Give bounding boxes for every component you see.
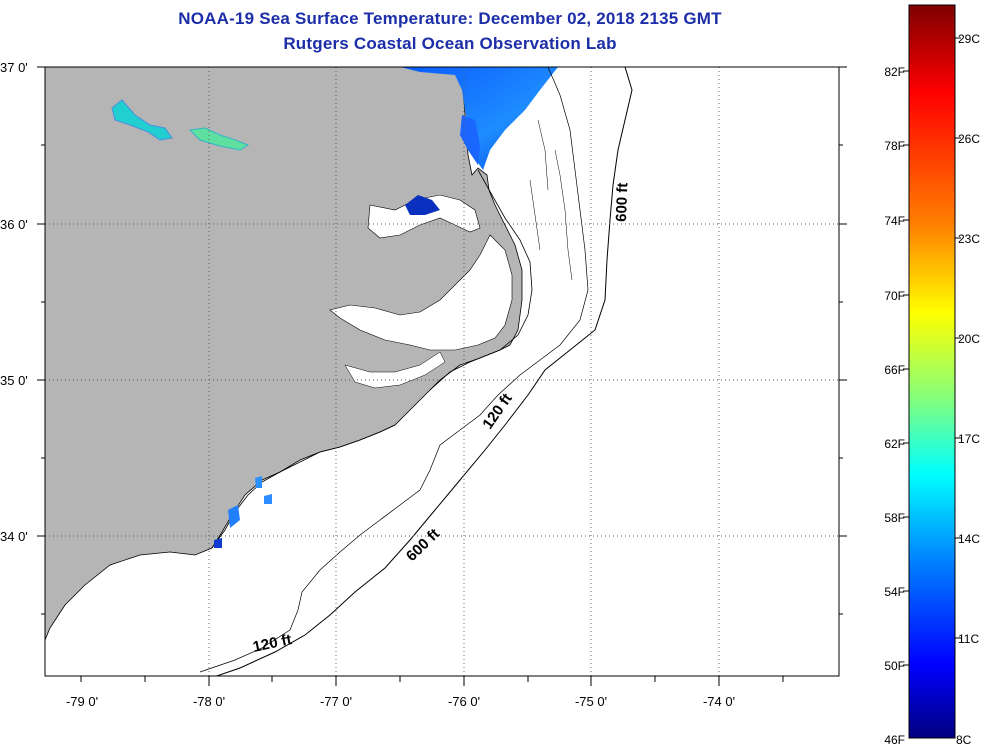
colorbar-c-label: 26C (958, 132, 980, 146)
lat-label: 34 0' (0, 529, 28, 544)
lat-label: 37 0' (0, 60, 28, 75)
axis-ticks (37, 66, 847, 686)
lon-label: -77 0' (320, 694, 352, 709)
colorbar-ticks (903, 37, 961, 666)
colorbar-f-label: 74F (884, 214, 905, 228)
colorbar-c-label: 29C (958, 32, 980, 46)
neuse-river (344, 351, 446, 389)
graticule (45, 67, 839, 676)
sst-inland-river-2 (188, 127, 250, 151)
lon-label: -75 0' (575, 694, 607, 709)
lon-label: -79 0' (66, 694, 98, 709)
lat-label: 36 0' (0, 217, 28, 232)
colorbar (908, 4, 956, 739)
contour-label-120ft-mid: 120 ft (479, 390, 515, 432)
offshore-detail (529, 119, 573, 281)
colorbar-f-label: 78F (884, 139, 905, 153)
colorbar-f-label: 62F (884, 437, 905, 451)
sst-coastal-patch-2 (255, 476, 262, 488)
colorbar-c-label: 17C (958, 432, 980, 446)
colorbar-f-label: 70F (884, 289, 905, 303)
outer-banks (429, 169, 533, 391)
colorbar-f-label: 66F (884, 363, 905, 377)
map-subtitle: Rutgers Coastal Ocean Observation Lab (283, 34, 617, 53)
colorbar-f-label: 46F (884, 733, 905, 747)
contour-label-600ft-south: 600 ft (403, 525, 443, 564)
sst-bay-patch (460, 115, 480, 165)
colorbar-f-label: 50F (884, 659, 905, 673)
land-mass (45, 67, 523, 641)
map-title: NOAA-19 Sea Surface Temperature: Decembe… (178, 9, 722, 28)
sst-coastal-patch-3 (214, 538, 222, 548)
lon-label: -76 0' (448, 694, 480, 709)
colorbar-f-label: 54F (884, 585, 905, 599)
sst-offshore-patch (400, 67, 558, 170)
contour-120ft (199, 67, 589, 673)
pamlico-sound (329, 234, 513, 351)
lat-label: 35 0' (0, 373, 28, 388)
contour-label-600ft-north: 600 ft (613, 182, 631, 222)
colorbar-f-label: 82F (884, 65, 905, 79)
colorbar-c-label: 23C (958, 232, 980, 246)
sst-sound-patch (405, 195, 440, 215)
colorbar-f-label: 58F (884, 511, 905, 525)
colorbar-c-label: 14C (958, 532, 980, 546)
lon-label: -78 0' (193, 694, 225, 709)
lon-label: -74 0' (703, 694, 735, 709)
sst-coastal-patch-1 (228, 505, 240, 528)
map-frame (44, 66, 840, 677)
colorbar-c-label: 11C (958, 632, 979, 646)
contour-600ft (215, 67, 633, 676)
colorbar-c-label: 20C (958, 332, 980, 346)
contour-label-120ft-south: 120 ft (251, 631, 293, 656)
colorbar-c-label: 8C (956, 733, 972, 747)
sst-inland-river-1 (111, 99, 173, 141)
sst-coastal-patch-4 (264, 494, 272, 504)
